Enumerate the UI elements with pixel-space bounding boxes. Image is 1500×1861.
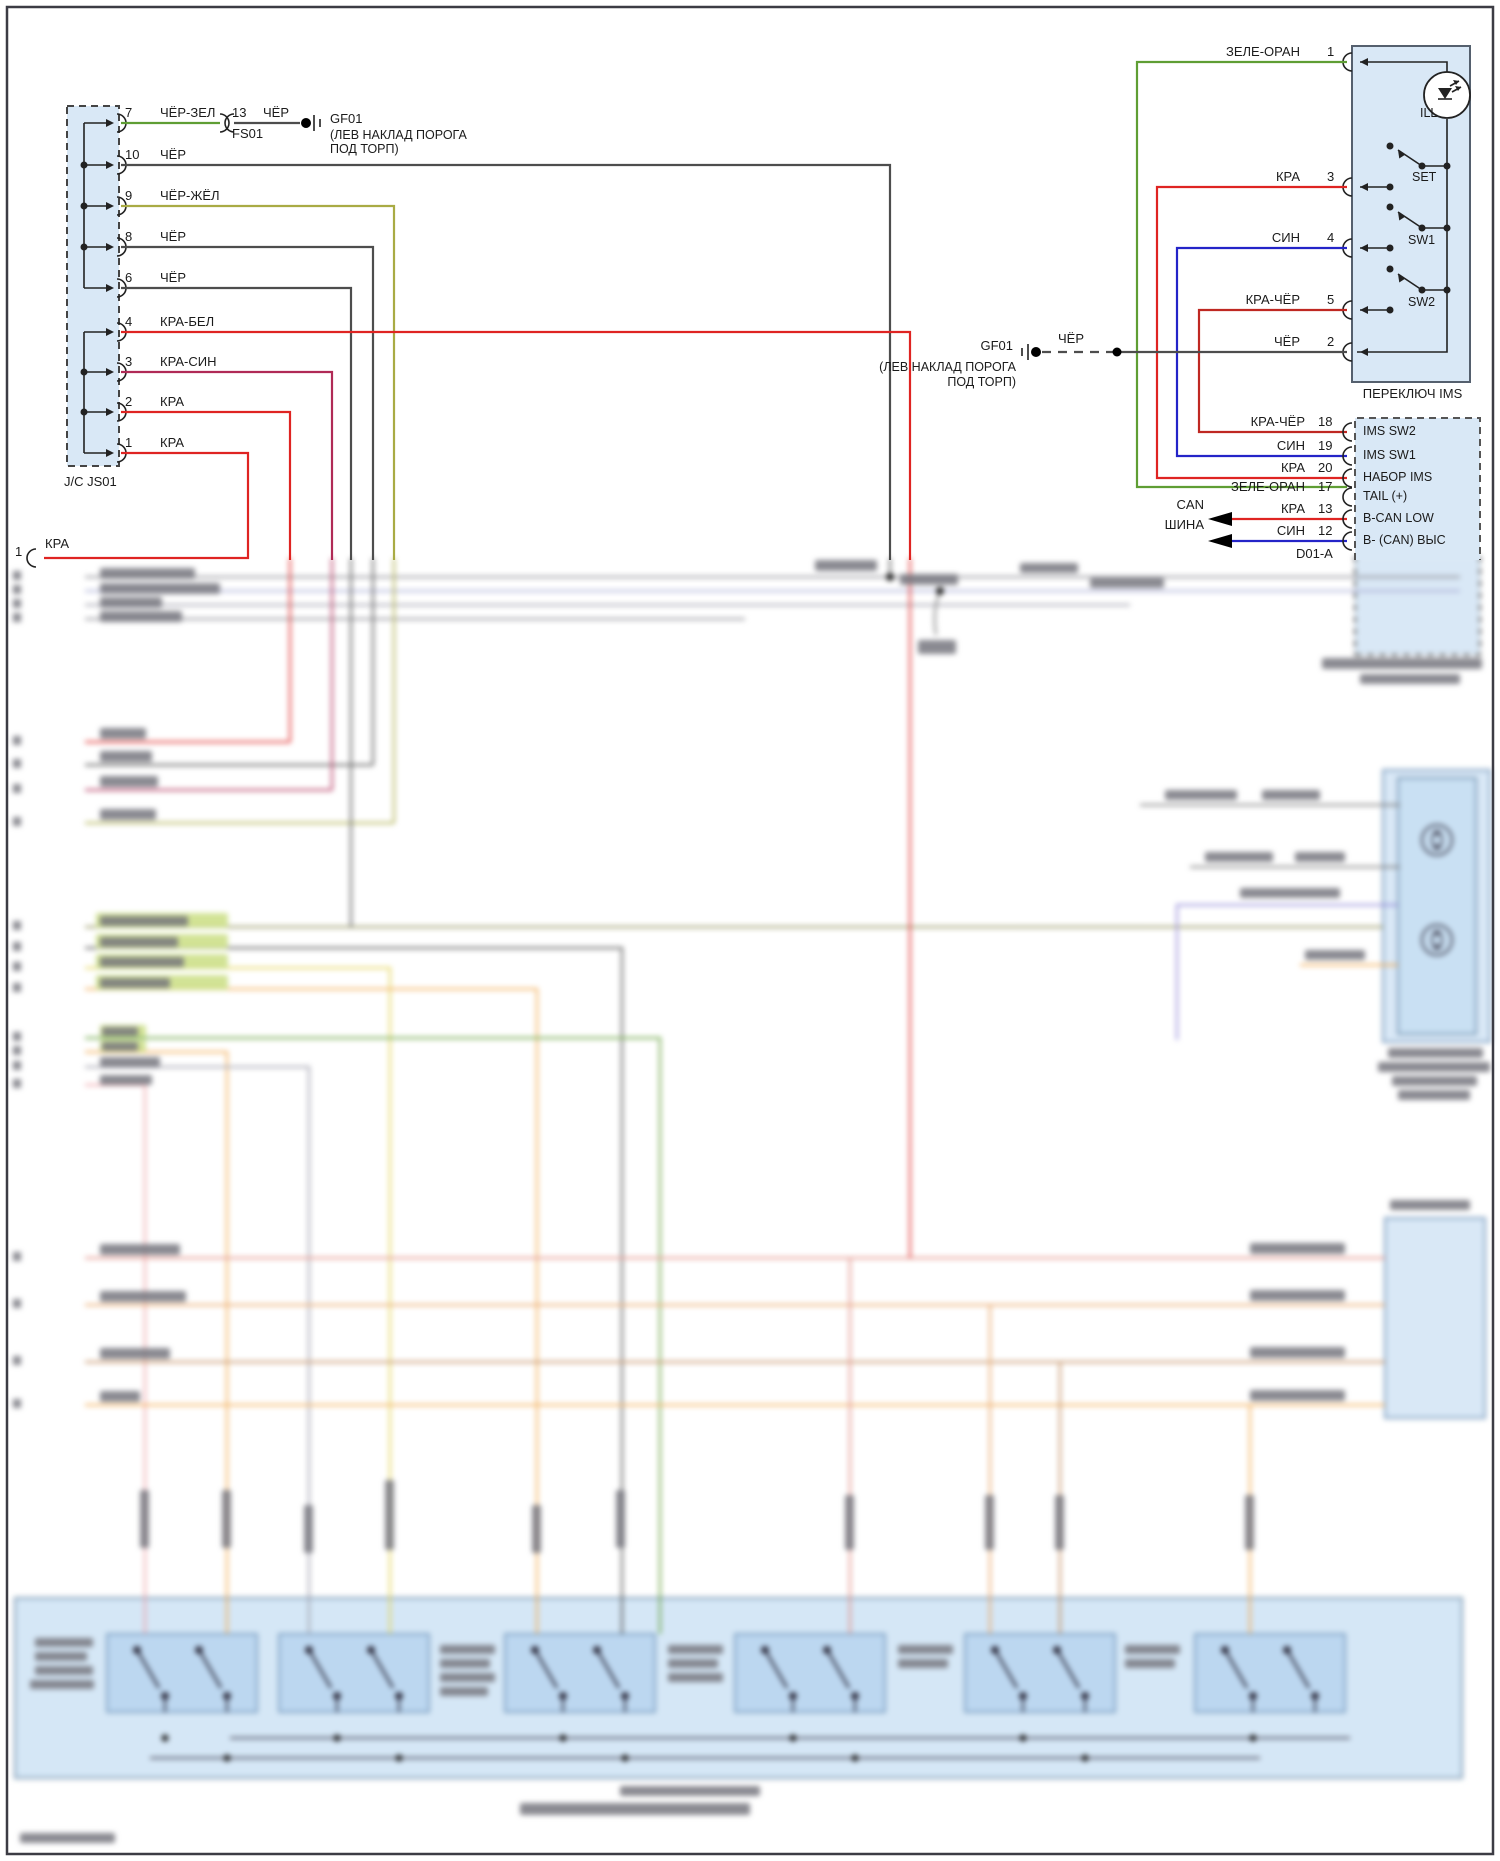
ims-feed-wires — [1042, 60, 1347, 543]
d01a-pin-number: 19 — [1318, 438, 1333, 453]
page-border — [5, 5, 1495, 1856]
gf01-mid-desc2: ПОД ТОРП) — [947, 375, 1016, 389]
d01a-wire-name: СИН — [1276, 523, 1305, 538]
jc-block-title: J/C JS01 — [64, 474, 117, 489]
d01a-pin-number: 17 — [1318, 479, 1333, 494]
jc-wire-name: ЧЁР-ЖЁЛ — [160, 188, 220, 203]
jc-pin-number: 1 — [125, 435, 133, 450]
jc-wire-name: ЧЁР — [160, 147, 187, 162]
gf01-top-name: GF01 — [330, 111, 363, 126]
illumination-lamp-icon — [1423, 71, 1471, 119]
ims-ill-label: ILL — [1420, 106, 1438, 120]
d01a-wire-name: КРА — [1280, 501, 1305, 516]
jc-wire-name: КРА — [160, 435, 185, 450]
d01a-pin-number: 18 — [1318, 414, 1333, 429]
gf01-top-desc1: (ЛЕВ НАКЛАД ПОРОГА — [330, 128, 467, 142]
ims-set-label: SET — [1412, 170, 1437, 184]
jc-pin-number: 7 — [125, 105, 133, 120]
jc-wire-name: КРА-БЕЛ — [160, 314, 215, 329]
d01a-signal: НАБОР IMS — [1363, 470, 1433, 484]
left-feed-wire: КРА — [45, 536, 70, 551]
ims-pin-number: 5 — [1327, 292, 1335, 307]
d01a-signal: B- (CAN) ВЫС — [1363, 533, 1446, 547]
gf01-top-desc2: ПОД ТОРП) — [330, 142, 399, 156]
d01a-signal: TAIL (+) — [1363, 489, 1408, 503]
d01a-pin-number: 13 — [1318, 501, 1333, 516]
d01a-wire-name: СИН — [1276, 438, 1305, 453]
ground-gf01-top — [301, 115, 321, 131]
left-feed-connector — [26, 548, 37, 568]
d01a-wire-name: КРА — [1280, 460, 1305, 475]
jc-js01-block — [66, 105, 127, 467]
ims-pin-number: 2 — [1327, 334, 1335, 349]
ims-wire-name: ЗЕЛЕ-ОРАН — [1225, 44, 1300, 59]
d01a-signal: B-CAN LOW — [1363, 511, 1434, 525]
gf01-mid-desc1: (ЛЕВ НАКЛАД ПОРОГА — [879, 360, 1016, 374]
ims-wire-name: КРА — [1275, 169, 1300, 184]
d01a-wire-name: ЗЕЛЕ-ОРАН — [1230, 479, 1305, 494]
ims-wire-name: СИН — [1271, 230, 1300, 245]
ground-gf01-mid — [1021, 344, 1122, 360]
can-bus-label-2: ШИНА — [1164, 517, 1204, 532]
ims-block-title: ПЕРЕКЛЮЧ IMS — [1362, 386, 1463, 401]
d01a-name: D01-A — [1296, 546, 1333, 561]
fs01-pin-number: 13 — [232, 105, 247, 120]
fs01-connector — [219, 113, 235, 133]
fs01-wire-name: ЧЁР — [263, 105, 290, 120]
jc-wire-name: ЧЁР-ЗЕЛ — [160, 105, 216, 120]
d01a-signal: IMS SW1 — [1363, 448, 1416, 462]
ims-sw2-label: SW2 — [1408, 295, 1436, 309]
jc-wires — [44, 121, 912, 560]
jc-pin-number: 4 — [125, 314, 133, 329]
jc-pin-number: 6 — [125, 270, 133, 285]
can-bus-arrows — [1208, 512, 1232, 548]
d01a-pin-number: 20 — [1318, 460, 1333, 475]
ims-pin-number: 3 — [1327, 169, 1335, 184]
jc-wire-name: ЧЁР — [160, 229, 187, 244]
ims-pin-number: 4 — [1327, 230, 1335, 245]
ims-pin-number: 1 — [1327, 44, 1335, 59]
jc-wire-name: КРА — [160, 394, 185, 409]
left-feed-number: 1 — [15, 544, 23, 559]
gf01-mid-wire: ЧЁР — [1058, 331, 1085, 346]
ims-switch-block — [1342, 45, 1471, 383]
d01a-pin-number: 12 — [1318, 523, 1333, 538]
d01a-block — [1342, 417, 1481, 560]
ims-sw1-label: SW1 — [1408, 233, 1436, 247]
d01a-wire-name: КРА-ЧЁР — [1250, 414, 1305, 429]
gf01-mid-name: GF01 — [980, 338, 1013, 353]
ims-wire-name: КРА-ЧЁР — [1245, 292, 1300, 307]
jc-pin-number: 10 — [125, 147, 140, 162]
jc-wire-name: ЧЁР — [160, 270, 187, 285]
jc-pin-number: 2 — [125, 394, 133, 409]
jc-wire-name: КРА-СИН — [160, 354, 217, 369]
jc-pin-number: 3 — [125, 354, 133, 369]
d01a-signal: IMS SW2 — [1363, 424, 1416, 438]
can-bus-label-1: CAN — [1176, 497, 1204, 512]
jc-pin-number: 9 — [125, 188, 133, 203]
fs01-name: FS01 — [232, 126, 264, 141]
ims-wire-name: ЧЁР — [1273, 334, 1300, 349]
jc-pin-number: 8 — [125, 229, 133, 244]
